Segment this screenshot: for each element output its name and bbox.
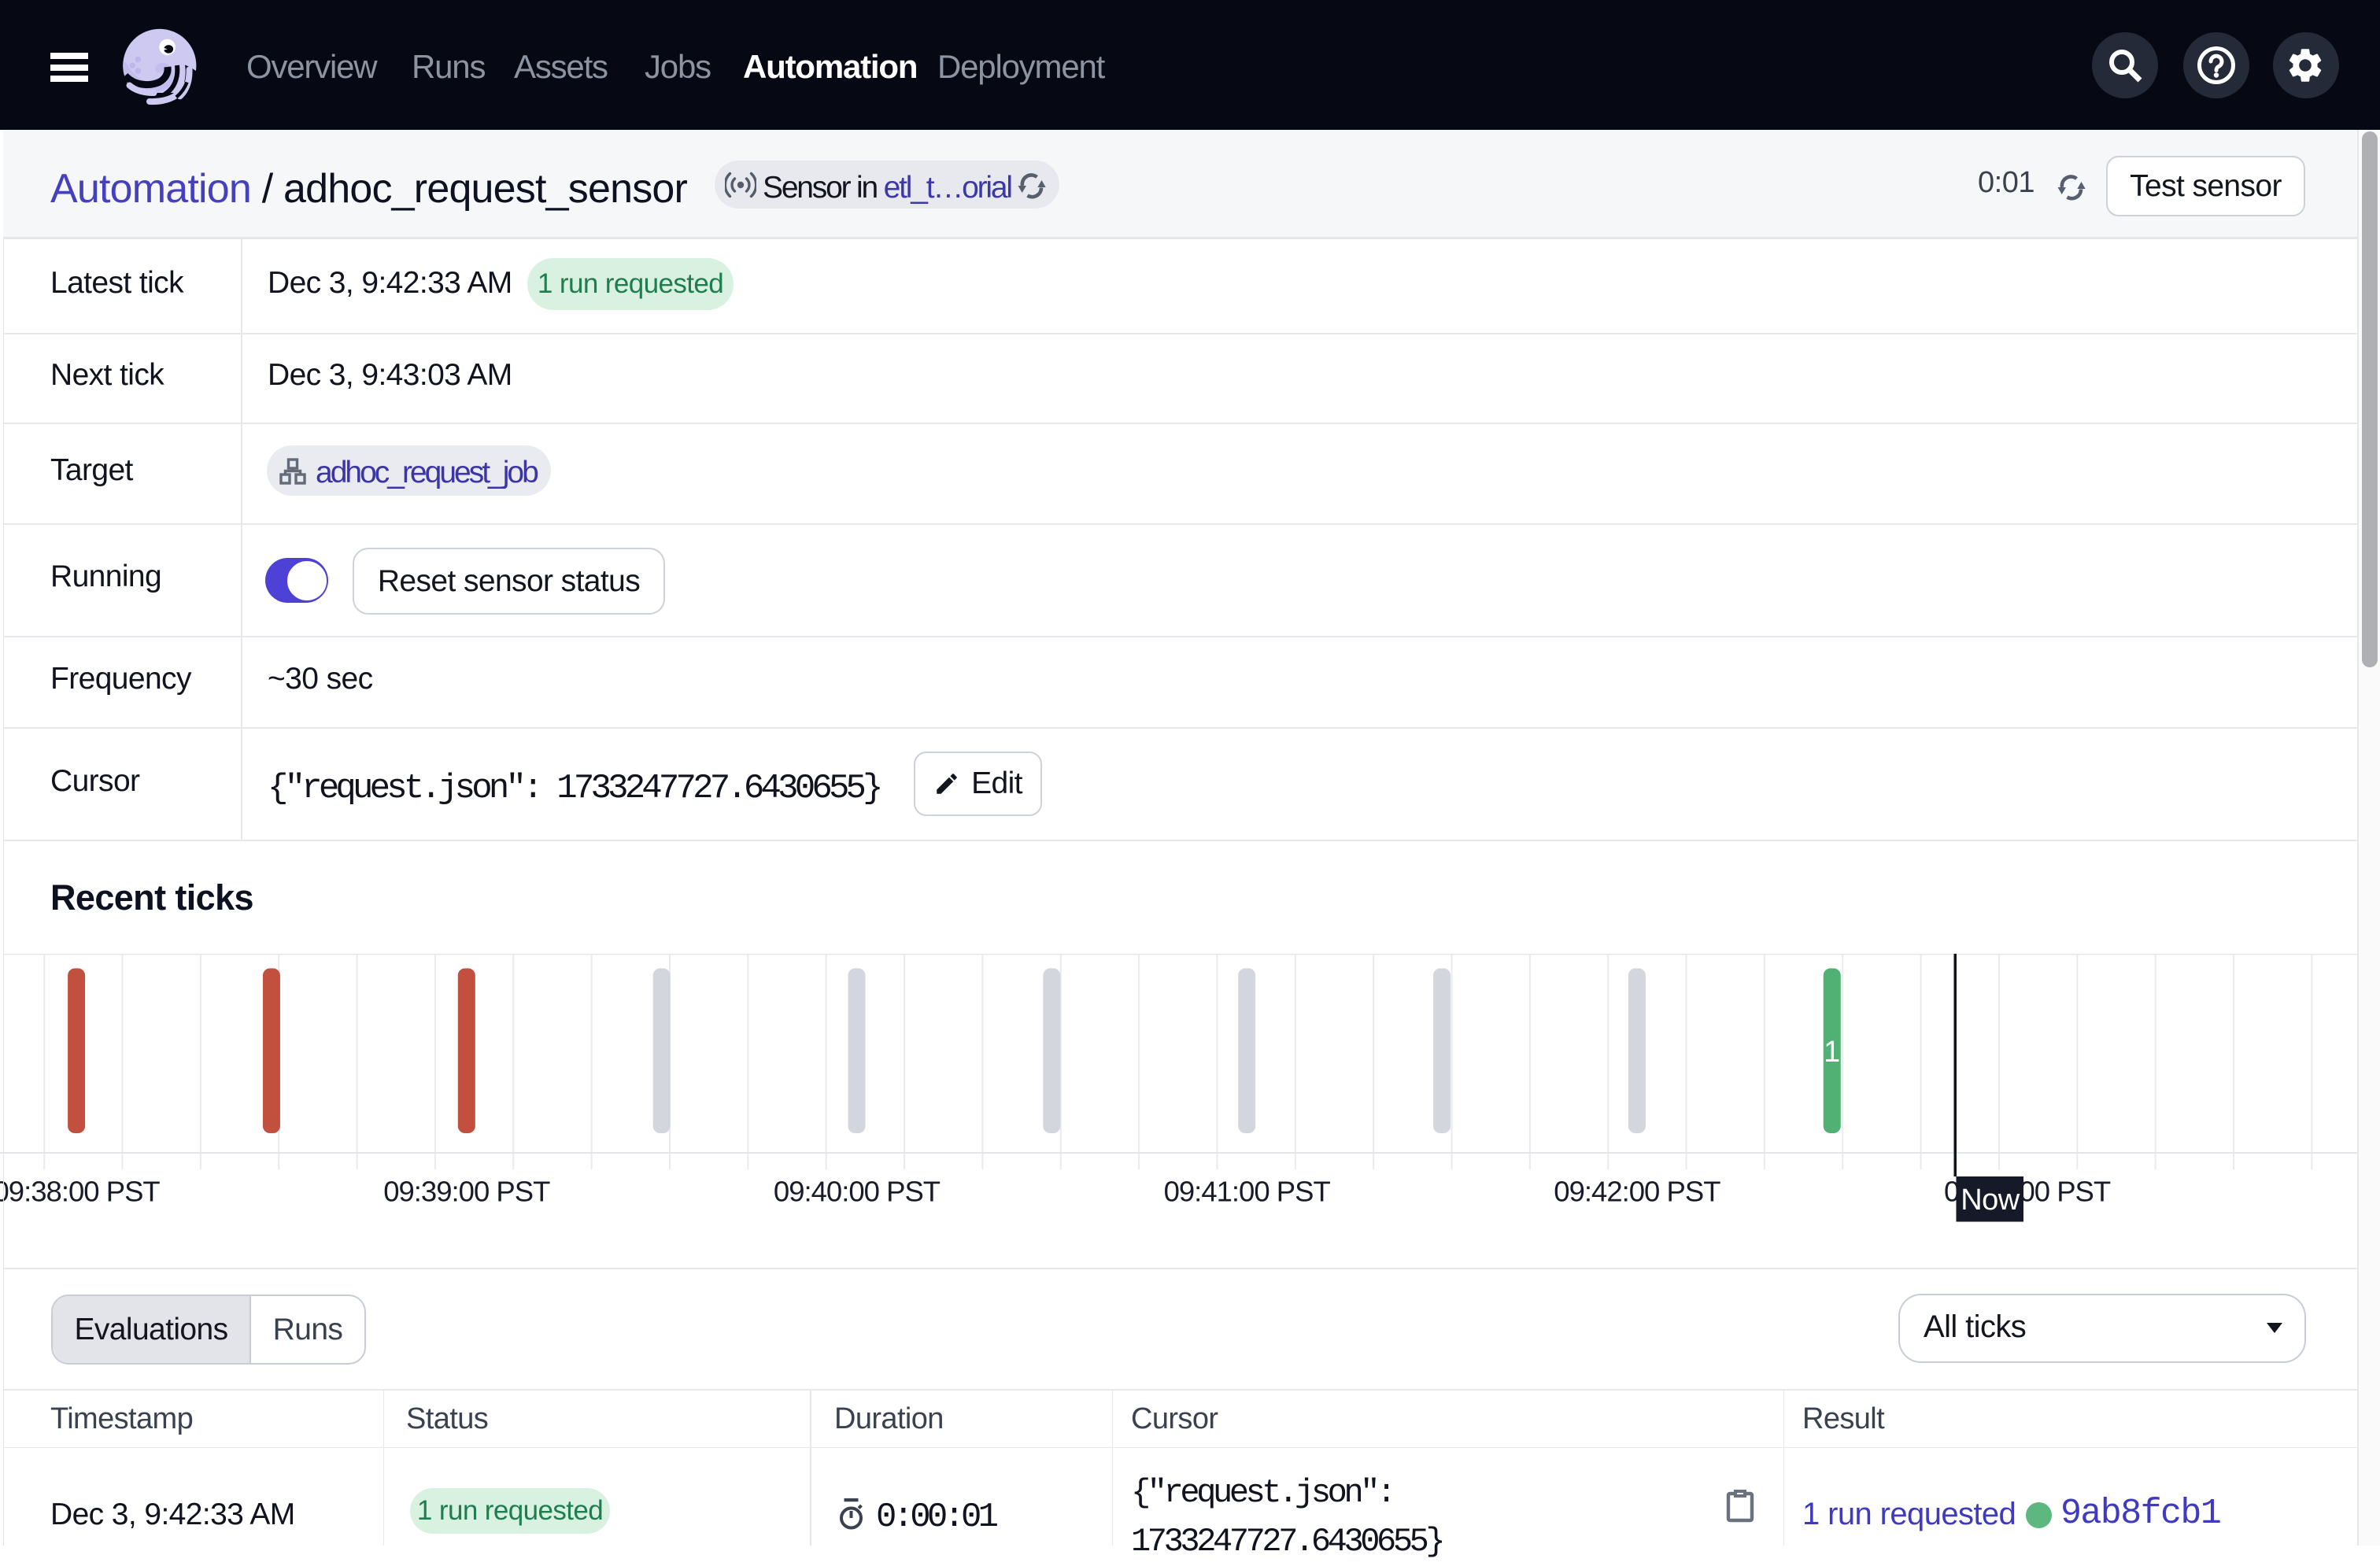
svg-text:1: 1 xyxy=(1824,1036,1840,1069)
svg-text:09:41:00 PST: 09:41:00 PST xyxy=(1164,1176,1331,1208)
svg-text:Now: Now xyxy=(1961,1184,2020,1217)
svg-text:09:40:00 PST: 09:40:00 PST xyxy=(774,1176,941,1208)
svg-text:09:38:00 PST: 09:38:00 PST xyxy=(0,1176,160,1208)
svg-text:09:39:00 PST: 09:39:00 PST xyxy=(383,1176,550,1208)
svg-text:09:42:00 PST: 09:42:00 PST xyxy=(1554,1176,1720,1208)
